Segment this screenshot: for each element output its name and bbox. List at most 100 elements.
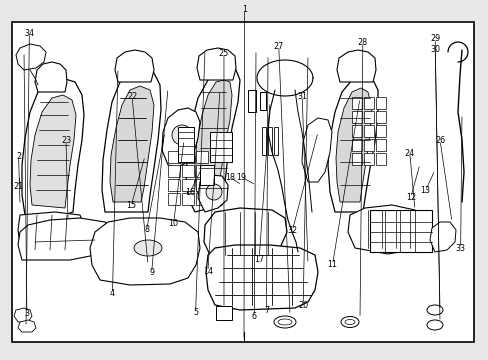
Polygon shape xyxy=(195,80,231,202)
Polygon shape xyxy=(336,50,375,82)
Bar xyxy=(200,165,214,185)
Bar xyxy=(262,127,265,155)
Bar xyxy=(168,151,180,163)
Polygon shape xyxy=(335,88,371,202)
Text: 34: 34 xyxy=(24,29,34,37)
Polygon shape xyxy=(90,218,200,285)
Polygon shape xyxy=(205,245,317,310)
Polygon shape xyxy=(18,320,36,332)
Polygon shape xyxy=(14,308,32,322)
Polygon shape xyxy=(198,175,227,212)
Text: 3: 3 xyxy=(24,309,29,318)
Polygon shape xyxy=(429,222,455,252)
Text: 11: 11 xyxy=(327,260,337,269)
Text: 32: 32 xyxy=(287,226,297,235)
Text: 27: 27 xyxy=(273,41,283,50)
Polygon shape xyxy=(102,70,161,212)
Text: 25: 25 xyxy=(219,49,228,58)
Text: 5: 5 xyxy=(193,308,198,317)
Bar xyxy=(351,125,361,137)
Bar xyxy=(182,179,194,191)
Polygon shape xyxy=(347,205,421,254)
Text: 26: 26 xyxy=(434,136,444,145)
Polygon shape xyxy=(115,50,154,82)
Ellipse shape xyxy=(426,305,442,315)
Bar xyxy=(168,179,180,191)
Ellipse shape xyxy=(426,320,442,330)
Polygon shape xyxy=(16,44,46,70)
Bar xyxy=(363,139,373,151)
Text: 4: 4 xyxy=(110,289,115,298)
Bar xyxy=(168,165,180,177)
Bar xyxy=(247,90,256,112)
Text: 10: 10 xyxy=(168,219,178,228)
Polygon shape xyxy=(30,95,76,208)
Text: 23: 23 xyxy=(61,136,71,145)
Bar xyxy=(375,97,385,109)
Text: 7: 7 xyxy=(264,306,268,315)
Polygon shape xyxy=(203,208,286,260)
Ellipse shape xyxy=(273,316,295,328)
Bar xyxy=(168,193,180,205)
Polygon shape xyxy=(110,86,154,202)
Bar xyxy=(182,193,194,205)
Bar xyxy=(209,132,231,162)
Bar xyxy=(182,165,194,177)
Bar xyxy=(12,22,473,342)
Text: 33: 33 xyxy=(455,244,465,253)
Text: 14: 14 xyxy=(203,267,212,276)
Bar xyxy=(182,151,194,163)
Text: 31: 31 xyxy=(297,92,306,101)
Text: 18: 18 xyxy=(224,172,234,181)
Ellipse shape xyxy=(278,319,291,325)
Polygon shape xyxy=(18,218,115,260)
Bar xyxy=(260,92,265,110)
Bar xyxy=(375,139,385,151)
Ellipse shape xyxy=(345,320,354,324)
Bar xyxy=(363,125,373,137)
Polygon shape xyxy=(302,118,331,182)
Text: 17: 17 xyxy=(254,255,264,264)
Text: 1: 1 xyxy=(242,4,246,13)
Ellipse shape xyxy=(134,240,162,256)
Text: 13: 13 xyxy=(420,186,429,195)
Bar xyxy=(363,153,373,165)
Bar xyxy=(196,179,207,191)
Text: 22: 22 xyxy=(127,92,137,101)
Text: 24: 24 xyxy=(404,148,414,158)
Polygon shape xyxy=(327,76,377,212)
Text: 8: 8 xyxy=(144,225,149,234)
Polygon shape xyxy=(35,62,67,92)
Bar xyxy=(351,139,361,151)
Bar xyxy=(216,306,231,320)
Bar xyxy=(267,127,271,155)
Text: 16: 16 xyxy=(184,188,194,197)
Polygon shape xyxy=(185,68,240,212)
Bar xyxy=(196,193,207,205)
Text: 6: 6 xyxy=(251,311,256,320)
Bar xyxy=(273,127,278,155)
Bar xyxy=(375,153,385,165)
Text: 28: 28 xyxy=(357,38,367,47)
Text: 30: 30 xyxy=(429,45,439,54)
Bar xyxy=(369,210,431,252)
Text: 29: 29 xyxy=(429,34,439,43)
Text: 12: 12 xyxy=(405,193,415,202)
Bar xyxy=(363,97,373,109)
Text: 20: 20 xyxy=(298,301,307,310)
Bar xyxy=(351,97,361,109)
Bar xyxy=(375,125,385,137)
Ellipse shape xyxy=(340,316,358,328)
Bar xyxy=(196,151,207,163)
Bar xyxy=(196,165,207,177)
Text: 21: 21 xyxy=(14,182,23,191)
Circle shape xyxy=(172,125,192,145)
Polygon shape xyxy=(22,78,84,218)
Bar xyxy=(178,127,194,162)
Text: 9: 9 xyxy=(149,268,154,277)
Bar xyxy=(375,111,385,123)
Polygon shape xyxy=(162,108,200,167)
Text: 15: 15 xyxy=(126,201,136,210)
Bar xyxy=(351,153,361,165)
Bar xyxy=(351,111,361,123)
